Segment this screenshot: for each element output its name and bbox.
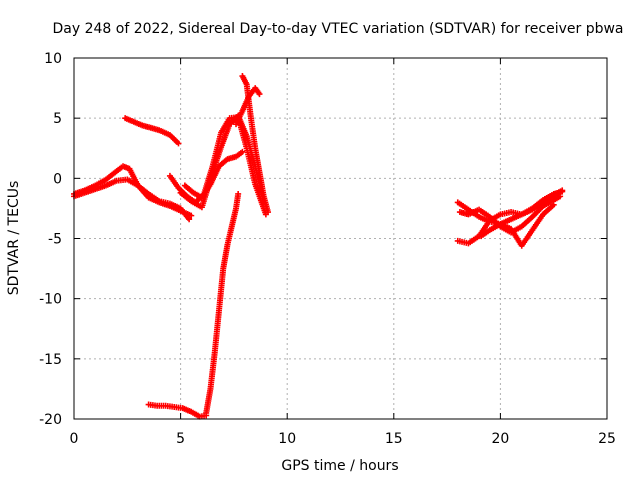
data-point bbox=[557, 193, 564, 200]
x-tick-label: 10 bbox=[278, 431, 296, 447]
series-arc-4 bbox=[145, 401, 210, 420]
x-tick-label: 20 bbox=[491, 431, 509, 447]
axis-ticks: 0 5 10 15 20 25 -20 -15 -10 -5 0 5 10 bbox=[39, 51, 616, 447]
data-point bbox=[175, 140, 182, 147]
grid bbox=[74, 58, 607, 419]
series-arc-2 bbox=[71, 176, 193, 223]
x-axis-label: GPS time / hours bbox=[281, 458, 398, 474]
y-tick-label: 10 bbox=[44, 51, 62, 67]
series-arc-13 bbox=[456, 193, 564, 236]
series-arc-10 bbox=[233, 85, 263, 128]
x-tick-label: 25 bbox=[598, 431, 616, 447]
y-tick-label: -10 bbox=[39, 292, 62, 308]
data-point bbox=[186, 216, 193, 223]
series-arc-14 bbox=[478, 201, 557, 249]
x-tick-label: 15 bbox=[385, 431, 403, 447]
y-axis-label: SDTVAR / TECUs bbox=[6, 181, 22, 296]
data-point bbox=[235, 190, 242, 197]
x-tick-label: 0 bbox=[70, 431, 79, 447]
series-arc-3 bbox=[122, 115, 182, 147]
data-point bbox=[265, 209, 272, 216]
chart-title: Day 248 of 2022, Sidereal Day-to-day VTE… bbox=[52, 21, 623, 37]
y-tick-label: 5 bbox=[53, 111, 62, 127]
series-arc-9 bbox=[239, 73, 272, 216]
data-points bbox=[71, 73, 566, 420]
data-point bbox=[256, 91, 263, 98]
y-tick-label: -15 bbox=[39, 352, 62, 368]
y-tick-label: 0 bbox=[53, 171, 62, 187]
data-point bbox=[550, 201, 557, 208]
y-tick-label: -5 bbox=[48, 232, 62, 248]
data-point bbox=[239, 148, 246, 155]
series-arc-5 bbox=[203, 190, 242, 416]
data-point bbox=[559, 187, 566, 194]
series-arc-12 bbox=[454, 187, 566, 247]
y-tick-label: -20 bbox=[39, 412, 62, 428]
x-tick-label: 5 bbox=[176, 431, 185, 447]
series-arc-8 bbox=[181, 148, 246, 201]
